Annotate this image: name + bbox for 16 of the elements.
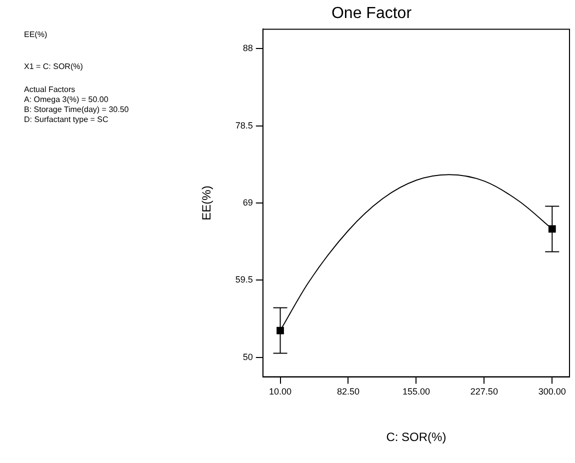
y-tick-label: 50 xyxy=(242,352,253,362)
y-tick-label: 78.5 xyxy=(235,120,253,130)
x-tick-label: 82.50 xyxy=(336,386,360,397)
x-tick-label: 155.00 xyxy=(402,386,430,397)
x-tick-label: 227.50 xyxy=(470,386,498,397)
x-axis-title: C: SOR(%) xyxy=(386,430,446,444)
y-axis-title: EE(%) xyxy=(200,186,214,220)
y-tick-label: 88 xyxy=(242,43,253,54)
y-tick-label: 59.5 xyxy=(235,274,253,285)
text: X1 = C: SOR(%) xyxy=(24,62,83,72)
x-tick-label: 10.00 xyxy=(268,386,292,397)
text: EE(%) xyxy=(24,30,48,40)
y-tick-label: 69 xyxy=(242,197,253,208)
x-tick-label: 300.00 xyxy=(538,386,566,397)
text: Actual Factors A: Omega 3(%) = 50.00 B: Storage Time(day) = 30.50 D: Surfactant type = SC xyxy=(24,85,129,125)
chart-title: One Factor xyxy=(331,5,412,22)
